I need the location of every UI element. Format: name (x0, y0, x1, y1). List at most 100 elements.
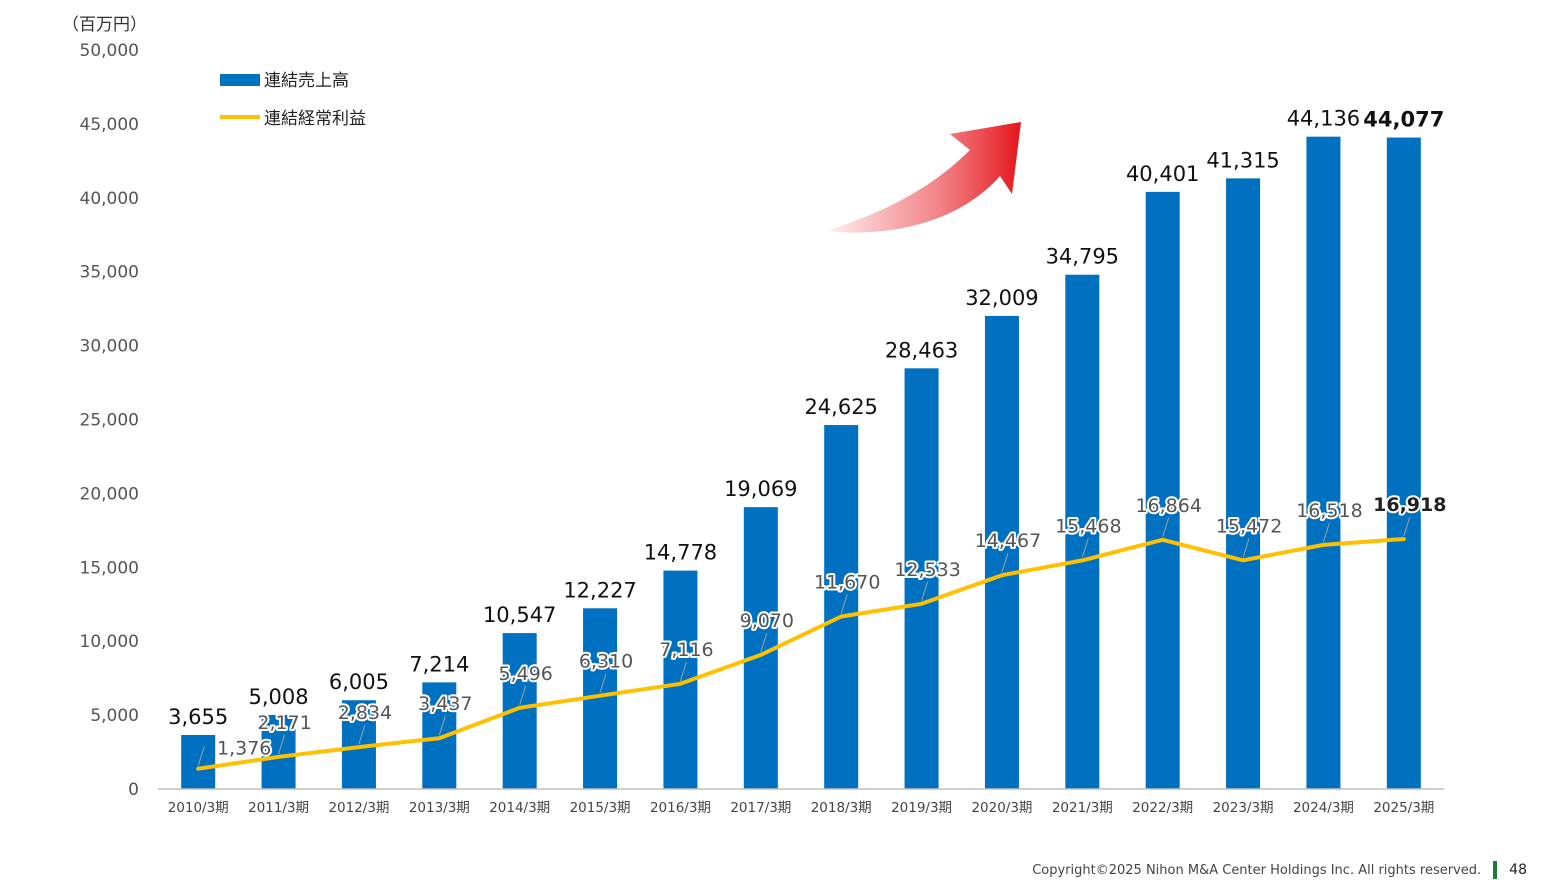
page-number: 48 (1509, 862, 1527, 878)
leader-line (1322, 522, 1330, 543)
line-value-label: 12,533 (894, 559, 960, 581)
bar-value-label: 6,005 (329, 670, 389, 694)
line-value-label: 9,070 (740, 610, 794, 632)
bar (261, 714, 296, 789)
leader-line (679, 661, 687, 681)
y-tick-label: 45,000 (80, 115, 139, 135)
x-tick-label: 2017/3期 (730, 800, 791, 816)
y-tick-label: 30,000 (80, 337, 139, 357)
legend-label-profit: 連結経常利益 (264, 109, 366, 129)
line-series-path (196, 537, 1406, 771)
x-tick-label: 2015/3期 (570, 800, 631, 816)
bar-value-label: 41,315 (1206, 148, 1279, 172)
bar (1145, 191, 1180, 789)
x-tick-label: 2012/3期 (328, 800, 389, 816)
growth-arrow-icon (826, 122, 1021, 233)
leader-line (1403, 516, 1411, 537)
line-value-label: 11,670 (814, 572, 880, 594)
bar-value-labels: 3,655 5,008 6,005 7,214 10,547 12,227 14,778 19… (168, 107, 1444, 729)
bar-value-label: 44,077 (1363, 108, 1444, 132)
bar-value-label: 24,625 (804, 395, 877, 419)
bar-value-label: 28,463 (885, 338, 958, 362)
bar-value-label: 19,069 (724, 477, 797, 501)
y-tick-label: 15,000 (80, 558, 139, 578)
leader-line (1001, 553, 1009, 573)
x-tick-label: 2024/3期 (1293, 800, 1354, 816)
leader-line (921, 581, 929, 601)
legend-swatch-bar (220, 74, 260, 86)
line-value-label: 1,376 (217, 738, 271, 760)
line-value-label: 7,116 (659, 639, 713, 661)
leader-line (197, 746, 205, 766)
bar-value-label: 44,136 (1287, 107, 1360, 131)
bar (1386, 137, 1421, 790)
x-tick-label: 2016/3期 (650, 800, 711, 816)
bar-value-label: 3,655 (168, 705, 228, 729)
bar-value-label: 14,778 (644, 541, 717, 565)
leader-line (519, 685, 527, 705)
line-value-label: 15,468 (1055, 515, 1121, 537)
line-series (196, 537, 1406, 771)
leader-line (599, 673, 607, 693)
footer-divider (1493, 861, 1498, 879)
y-tick-label: 10,000 (80, 632, 139, 652)
bar (1226, 178, 1261, 789)
line-value-label: 6,310 (579, 651, 633, 673)
leader-line (840, 594, 848, 614)
x-tick-label: 2019/3期 (891, 800, 952, 816)
bar-value-label: 10,547 (483, 603, 556, 627)
line-value-label: 2,834 (338, 702, 392, 724)
y-unit-label: （百万円） (62, 15, 147, 35)
leader-line (358, 724, 366, 745)
leader-line (1162, 517, 1170, 537)
line-value-label: 3,437 (418, 693, 472, 715)
line-value-label: 2,171 (257, 712, 311, 734)
x-tick-label: 2011/3期 (248, 800, 309, 816)
y-tick-label: 50,000 (80, 41, 139, 61)
leader-line (278, 734, 286, 755)
x-tick-label: 2013/3期 (409, 800, 470, 816)
bar (1306, 136, 1341, 789)
x-tick-label: 2018/3期 (811, 800, 872, 816)
y-axis: 0 5,000 10,000 15,000 20,000 25,000 30,000 35,0… (80, 41, 139, 800)
copyright-text: Copyright©2025 Nihon M&A Center Holdings… (1032, 862, 1482, 878)
bar (1065, 274, 1100, 790)
line-value-label: 5,496 (498, 663, 552, 685)
x-tick-label: 2010/3期 (168, 800, 229, 816)
bar-value-label: 34,795 (1046, 245, 1119, 269)
bar-value-label: 40,401 (1126, 162, 1199, 186)
y-tick-label: 0 (128, 780, 139, 800)
line-value-label: 16,918 (1373, 494, 1446, 516)
leader-line (438, 716, 446, 736)
line-value-label: 14,467 (975, 530, 1041, 552)
y-tick-label: 25,000 (80, 411, 139, 431)
x-tick-label: 2025/3期 (1373, 800, 1434, 816)
bar-value-label: 7,214 (409, 652, 469, 676)
x-axis: 2010/3期 2011/3期 2012/3期 2013/3期 2014/3期 2015/… (158, 788, 1444, 816)
bar-value-label: 12,227 (563, 578, 636, 602)
y-tick-label: 20,000 (80, 484, 139, 504)
line-value-label: 16,864 (1135, 495, 1201, 517)
line-value-label: 15,472 (1216, 515, 1282, 537)
y-tick-label: 35,000 (80, 263, 139, 283)
x-tick-label: 2021/3期 (1052, 800, 1113, 816)
bar-value-label: 32,009 (965, 286, 1038, 310)
y-tick-label: 5,000 (90, 706, 139, 726)
bar-value-label: 5,008 (249, 685, 309, 709)
y-tick-label: 40,000 (80, 189, 139, 209)
footer: Copyright©2025 Nihon M&A Center Holdings… (1032, 859, 1527, 881)
bar (904, 368, 939, 789)
legend-label-sales: 連結売上高 (264, 71, 349, 91)
leader-line (1242, 538, 1250, 558)
x-tick-label: 2023/3期 (1213, 800, 1274, 816)
bar (984, 315, 1019, 789)
bar (824, 425, 859, 789)
x-tick-label: 2022/3期 (1132, 800, 1193, 816)
line-value-labels: 1,376 2,171 2,834 3,437 5,496 6,310 7,116 9,070… (197, 492, 1448, 766)
line-value-label: 16,518 (1296, 500, 1362, 522)
bar (181, 734, 216, 789)
x-tick-label: 2020/3期 (971, 800, 1032, 816)
leader-line (760, 632, 768, 653)
